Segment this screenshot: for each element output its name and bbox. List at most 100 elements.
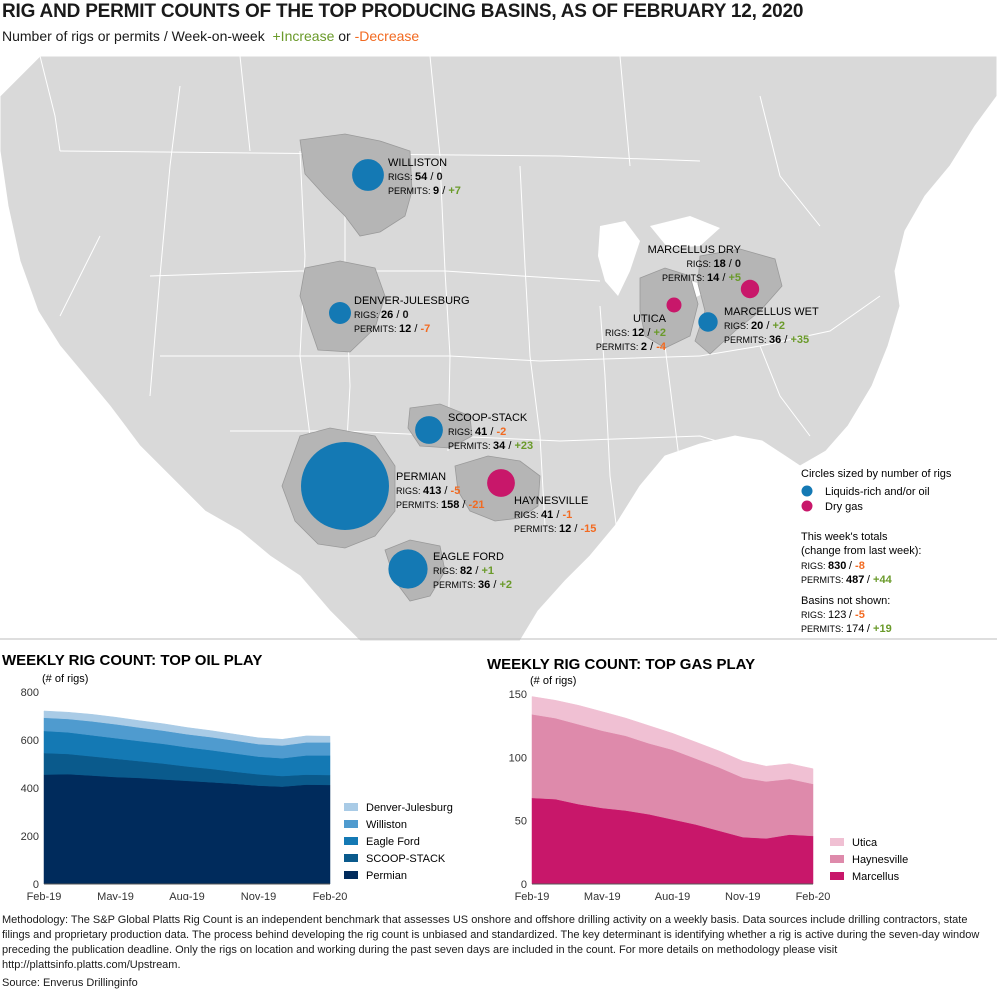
- basin-permits-marcellus-dry: PERMITS: 14 / +5: [662, 272, 741, 284]
- basin-permits-utica: PERMITS: 2 / -4: [596, 341, 667, 353]
- legend-swatch: [344, 871, 358, 879]
- gas-rig-chart: WEEKLY RIG COUNT: TOP GAS PLAY (# of rig…: [487, 656, 909, 900]
- totals-rigs-label: RIGS:: [801, 561, 826, 571]
- x-tick-label: Nov-19: [241, 891, 276, 900]
- legend-label: Marcellus: [852, 871, 900, 883]
- x-tick-label: Feb-20: [313, 891, 348, 900]
- marcellus-area: [694, 248, 783, 355]
- not-shown-permits-value: 174: [846, 623, 864, 635]
- basin-permits-denver-julesburg: PERMITS: 12 / -7: [354, 323, 430, 335]
- basin-circle-williston: [352, 159, 384, 191]
- basin-rigs-denver-julesburg: RIGS: 26 / 0: [354, 309, 409, 321]
- basin-circle-marcellus-dry: [740, 279, 760, 299]
- methodology-note: Methodology: The S&P Global Platts Rig C…: [2, 914, 980, 971]
- basin-circle-eagle-ford: [388, 549, 428, 589]
- basin-rigs-utica: RIGS: 12 / +2: [605, 327, 666, 339]
- basin-name-denver-julesburg: DENVER-JULESBURG: [354, 295, 470, 307]
- basin-name-permian: PERMIAN: [396, 471, 446, 483]
- legend-swatch: [830, 855, 844, 863]
- totals-rigs-change: -8: [855, 560, 865, 572]
- y-tick-label: 200: [21, 831, 39, 843]
- gulf-of-mexico: [560, 596, 740, 641]
- great-lakes: [598, 216, 720, 300]
- y-tick-label: 100: [509, 752, 527, 764]
- basin-circles: [301, 159, 760, 589]
- legend-label: Haynesville: [852, 854, 908, 866]
- legend-oil-label: Liquids-rich and/or oil: [825, 486, 930, 498]
- legend-swatch: [344, 837, 358, 845]
- area-denver-julesburg: [43, 710, 331, 746]
- basin-circle-scoop-stack: [415, 416, 443, 444]
- not-shown-rigs-change: -5: [855, 609, 865, 621]
- basin-circle-marcellus-wet: [698, 312, 718, 332]
- y-tick-label: 150: [509, 689, 527, 701]
- basin-name-utica: UTICA: [633, 313, 667, 325]
- legend-label: SCOOP-STACK: [366, 853, 446, 865]
- not-shown-permits-change: +19: [873, 623, 892, 635]
- basin-name-williston: WILLISTON: [388, 157, 447, 169]
- x-tick-label: Nov-19: [725, 891, 760, 900]
- legend-label: Permian: [366, 870, 407, 882]
- basin-rigs-marcellus-wet: RIGS: 20 / +2: [724, 320, 785, 332]
- not-shown-heading: Basins not shown:: [801, 595, 890, 607]
- basin-name-marcellus-dry: MARCELLUS DRY: [648, 244, 742, 256]
- not-shown-rigs: RIGS: 123 / -5: [801, 609, 865, 621]
- not-shown-rigs-label: RIGS:: [801, 610, 826, 620]
- basin-circle-haynesville: [487, 469, 515, 497]
- x-tick-label: Feb-19: [515, 891, 550, 900]
- y-tick-label: 400: [21, 783, 39, 795]
- basin-circle-denver-julesburg: [329, 302, 351, 324]
- basin-permits-eagle-ford: PERMITS: 36 / +2: [433, 579, 512, 591]
- x-tick-label: Feb-20: [796, 891, 831, 900]
- legend-label: Williston: [366, 819, 407, 831]
- legend-swatch: [830, 838, 844, 846]
- basin-map: WILLISTON RIGS: 54 / 0 PERMITS: 9 / +7 DENV…: [0, 56, 997, 641]
- basin-rigs-scoop-stack: RIGS: 41 / -2: [448, 426, 506, 438]
- legend-swatch: [344, 854, 358, 862]
- totals-permits: PERMITS: 487 / +44: [801, 574, 893, 586]
- y-axis-label: (# of rigs): [530, 675, 576, 687]
- basin-rigs-williston: RIGS: 54 / 0: [388, 171, 443, 183]
- map-legend: Circles sized by number of rigs Liquids-…: [801, 468, 952, 635]
- totals-heading-2: (change from last week):: [801, 545, 921, 557]
- x-tick-label: May-19: [584, 891, 621, 900]
- legend-gas-swatch: [801, 500, 813, 512]
- basin-areas: [281, 133, 783, 602]
- y-tick-label: 0: [521, 879, 527, 891]
- basin-permits-permian: PERMITS: 158 / -21: [396, 499, 484, 511]
- y-axis-label: (# of rigs): [42, 673, 88, 685]
- page-title: RIG AND PERMIT COUNTS OF THE TOP PRODUCI…: [2, 1, 804, 22]
- subtitle-increase: +Increase: [272, 28, 335, 44]
- basin-rigs-permian: RIGS: 413 / -5: [396, 485, 460, 497]
- y-tick-label: 600: [21, 735, 39, 747]
- totals-permits-change: +44: [873, 574, 893, 586]
- totals-rigs-value: 830: [828, 560, 846, 572]
- source-note: Source: Enverus Drillinginfo: [2, 977, 138, 989]
- legend-gas-label: Dry gas: [825, 501, 863, 513]
- totals-permits-value: 487: [846, 574, 864, 586]
- not-shown-permits-label: PERMITS:: [801, 624, 844, 634]
- basin-permits-haynesville: PERMITS: 12 / -15: [514, 523, 596, 535]
- not-shown-rigs-value: 123: [828, 609, 846, 621]
- land-mass: [0, 56, 997, 641]
- totals-rigs: RIGS: 830 / -8: [801, 560, 865, 572]
- oil-chart-title: WEEKLY RIG COUNT: TOP OIL PLAY: [2, 652, 262, 669]
- x-tick-label: Feb-19: [27, 891, 62, 900]
- header: RIG AND PERMIT COUNTS OF THE TOP PRODUCI…: [0, 0, 997, 56]
- area-utica: [531, 696, 814, 785]
- legend-swatch: [344, 803, 358, 811]
- oil-rig-chart: WEEKLY RIG COUNT: TOP OIL PLAY (# of rig…: [2, 652, 453, 900]
- gas-chart-plot: (# of rigs) 0 50 100 150 Feb-19 May-19 Aug-19 No…: [509, 675, 909, 900]
- x-tick-label: May-19: [97, 891, 134, 900]
- basin-name-scoop-stack: SCOOP-STACK: [448, 412, 528, 424]
- totals-permits-label: PERMITS:: [801, 575, 844, 585]
- legend-oil-swatch: [801, 485, 813, 497]
- subtitle-decrease: -Decrease: [354, 28, 420, 44]
- basin-name-marcellus-wet: MARCELLUS WET: [724, 306, 819, 318]
- basin-circle-utica: [666, 297, 682, 313]
- gas-chart-title: WEEKLY RIG COUNT: TOP GAS PLAY: [487, 656, 755, 673]
- subtitle-or: or: [338, 28, 351, 44]
- basin-circle-permian: [301, 442, 389, 530]
- not-shown-permits: PERMITS: 174 / +19: [801, 623, 892, 635]
- y-tick-label: 800: [21, 687, 39, 699]
